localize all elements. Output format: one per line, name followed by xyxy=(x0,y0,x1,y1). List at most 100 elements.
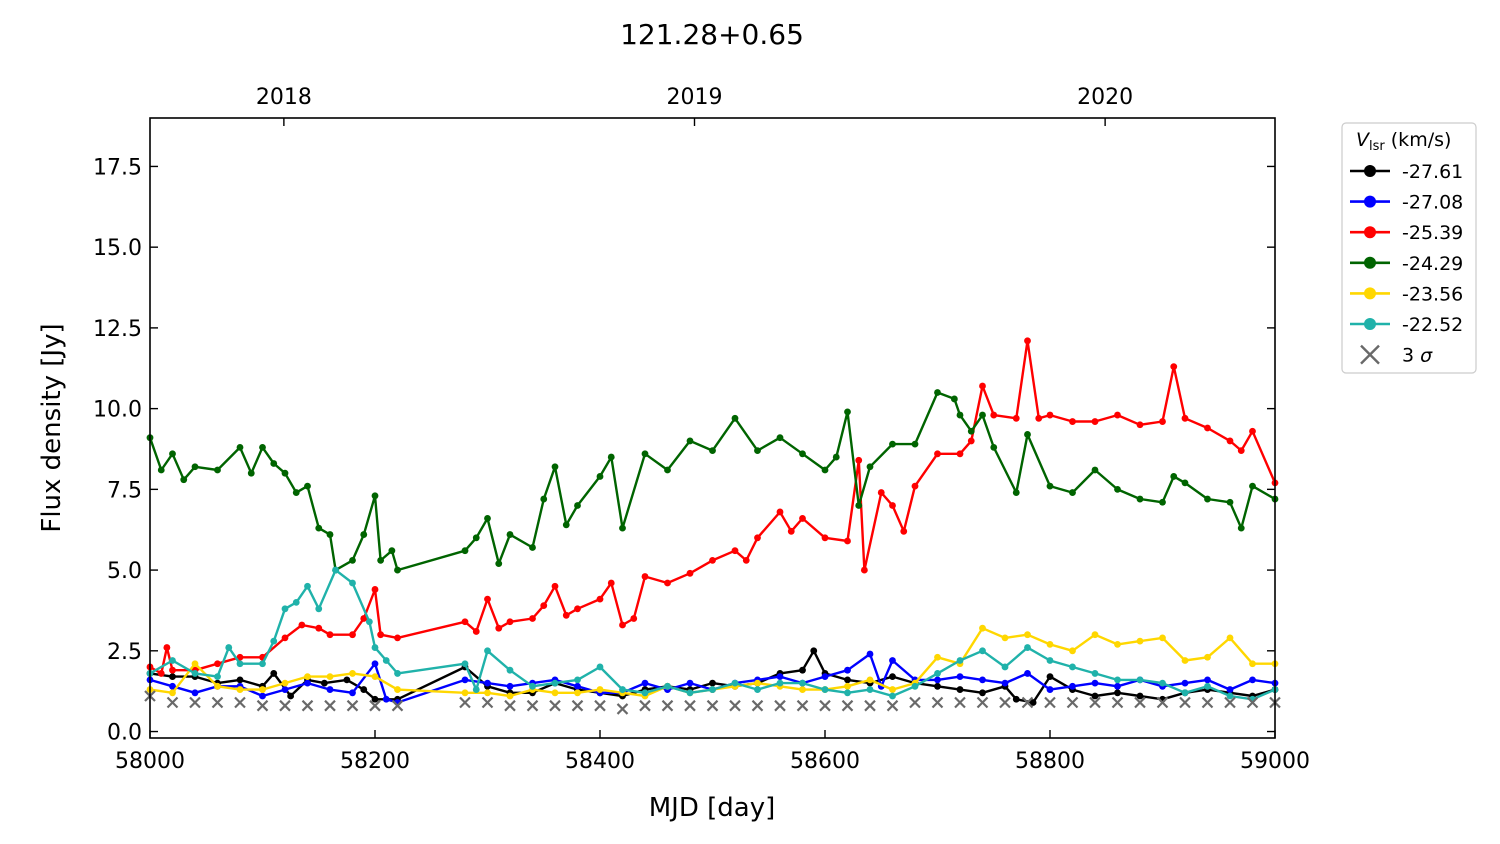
series-point xyxy=(506,618,514,626)
series-point xyxy=(236,676,244,684)
series-point xyxy=(461,660,469,668)
noise-3sigma-marker xyxy=(1201,696,1214,709)
series-point xyxy=(315,605,323,613)
noise-3sigma-marker xyxy=(279,699,291,712)
plot-frame xyxy=(149,117,1276,739)
series-point xyxy=(855,502,863,509)
series-point xyxy=(844,676,851,684)
legend-title: Vlsr (km/s) xyxy=(1356,129,1451,154)
y-tick-label: 15.0 xyxy=(93,236,142,261)
series-point xyxy=(911,482,919,490)
series-point xyxy=(472,628,480,635)
top-tick-label: 2019 xyxy=(667,85,723,110)
legend-label: -25.39 xyxy=(1402,222,1463,244)
series-point xyxy=(866,463,874,471)
noise-3sigma-marker xyxy=(1134,696,1146,709)
series-point xyxy=(259,692,266,700)
noise-3sigma-marker xyxy=(706,699,719,712)
series-point xyxy=(551,582,559,590)
series-point xyxy=(709,679,716,687)
legend-title-unit: (km/s) xyxy=(1385,129,1452,151)
series-point xyxy=(326,686,334,693)
series-point xyxy=(1091,418,1099,425)
series-point xyxy=(304,673,311,681)
series-point xyxy=(214,682,221,690)
series-point xyxy=(709,686,716,693)
series-point xyxy=(1024,670,1031,677)
series-point xyxy=(1237,447,1245,455)
series-point xyxy=(641,679,649,687)
series-point xyxy=(1024,644,1031,651)
series-point xyxy=(731,547,739,555)
series-point xyxy=(1204,653,1211,661)
series-point xyxy=(1046,686,1054,693)
series-point xyxy=(191,670,199,677)
top-tick-label: 2018 xyxy=(256,85,312,110)
series-point xyxy=(461,618,469,626)
series-point xyxy=(506,531,514,538)
legend-marker xyxy=(1364,165,1376,177)
series-point xyxy=(484,689,491,697)
noise-3sigma-marker xyxy=(976,696,989,709)
series-point xyxy=(1091,670,1099,677)
series-point xyxy=(979,411,986,419)
legend-marker xyxy=(1364,226,1376,239)
series-point xyxy=(1069,682,1076,690)
series-point xyxy=(956,657,964,664)
series-point xyxy=(1001,663,1009,671)
series-point xyxy=(889,657,896,664)
series-point xyxy=(686,689,694,697)
legend-label: -27.61 xyxy=(1402,161,1463,183)
series-point xyxy=(832,453,840,461)
noise-3sigma-marker xyxy=(504,699,516,712)
y-tick-label: 0.0 xyxy=(107,721,142,746)
series-point xyxy=(326,673,334,681)
series-point xyxy=(1159,679,1166,687)
series-point xyxy=(529,615,536,622)
series-point xyxy=(388,547,396,555)
series-point xyxy=(349,579,356,587)
series-point xyxy=(259,660,266,668)
series-point xyxy=(956,450,964,458)
series-point xyxy=(979,676,986,684)
series-point xyxy=(157,466,165,474)
series-point xyxy=(540,602,548,610)
series-point xyxy=(754,679,761,687)
y-axis: 0.0 2.5 5.0 7.5 10.0 12.5 15.0 17.5 xyxy=(93,155,1275,746)
series-point xyxy=(956,686,964,693)
series-point xyxy=(506,692,514,700)
series-point xyxy=(1170,363,1178,371)
noise-3sigma-marker xyxy=(841,699,854,712)
series-point xyxy=(934,450,941,458)
series-point xyxy=(1226,498,1234,506)
noise-3sigma-marker xyxy=(346,699,359,712)
series-point xyxy=(641,573,649,580)
series-point xyxy=(157,670,165,677)
series-point xyxy=(236,686,244,693)
series-point xyxy=(1159,634,1166,642)
series-point xyxy=(163,644,171,651)
series-point xyxy=(934,670,941,677)
noise-3sigma-marker xyxy=(211,696,224,709)
series-point xyxy=(214,466,221,474)
series-point xyxy=(292,489,300,496)
chart-title: 121.28+0.65 xyxy=(620,18,804,51)
series-point xyxy=(1091,692,1099,700)
noise-3sigma-marker xyxy=(391,699,404,712)
series-point xyxy=(495,624,503,632)
series-point xyxy=(1024,337,1031,345)
legend-box xyxy=(1341,122,1477,374)
series-layer xyxy=(146,337,1279,706)
series-point xyxy=(956,673,964,681)
series-point xyxy=(1091,631,1099,639)
noise-3sigma-marker xyxy=(189,696,201,709)
series-point xyxy=(326,631,334,639)
series-point xyxy=(371,586,379,593)
series-point xyxy=(382,657,390,664)
series-point xyxy=(281,605,289,613)
series-point xyxy=(860,566,868,574)
series-point xyxy=(1024,431,1031,438)
noise-3sigma-marker xyxy=(616,703,629,715)
x-tick-label: 58000 xyxy=(115,749,185,774)
